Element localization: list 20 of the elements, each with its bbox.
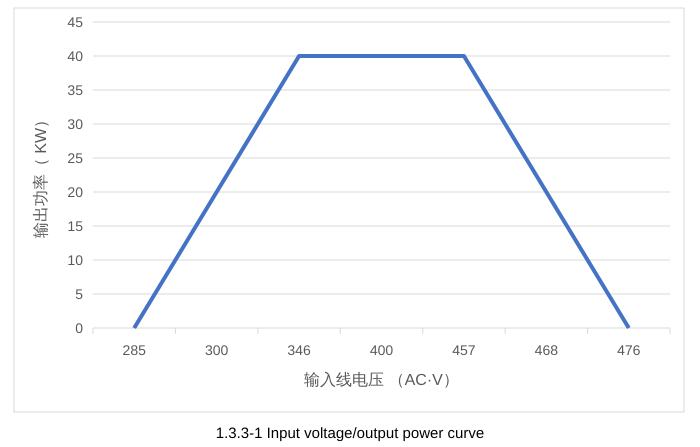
y-tick-label: 5 [75,286,84,302]
x-tick-label: 400 [370,342,394,358]
y-tick-label: 45 [67,14,84,30]
y-axis-title: 输出功率（ KW） [32,112,50,238]
y-tick-label: 10 [67,252,84,268]
x-tick-label: 300 [204,342,229,358]
x-tick-label: 476 [617,342,641,358]
x-axis-title: 输入线电压 （AC·V） [304,371,459,389]
y-tick-label: 0 [75,320,84,336]
x-tick-label: 285 [122,342,146,358]
y-tick-label: 15 [67,218,84,234]
text: 1.3.3-1 Input voltage/output power curve [216,425,484,442]
x-tick-label: 346 [287,342,311,358]
y-tick-label: 25 [67,150,84,166]
y-tick-label: 20 [67,184,84,200]
y-tick-label: 30 [67,116,84,132]
x-tick-label: 468 [534,342,558,358]
x-tick-label: 457 [452,342,476,358]
y-tick-label: 40 [67,48,84,64]
y-tick-label: 35 [67,82,84,98]
